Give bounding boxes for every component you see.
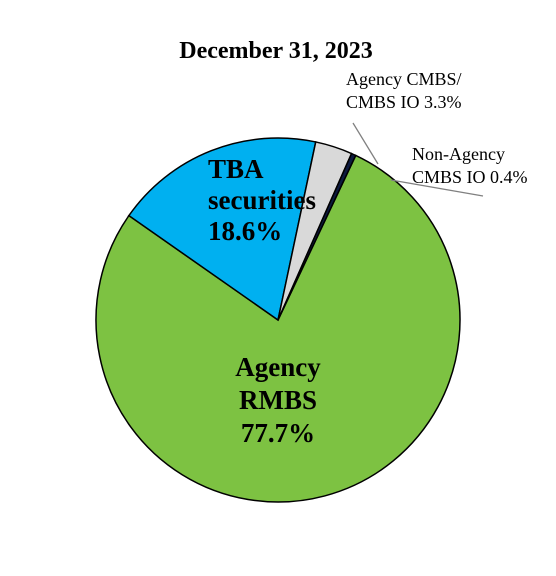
pie-slices	[95, 137, 461, 503]
slice-label-0-line-1: RMBS	[239, 385, 317, 415]
pie-slice-0	[95, 154, 461, 503]
slice-label-1-line-1: securities	[208, 185, 316, 215]
leader-lines	[352, 122, 484, 197]
leader-line-2	[352, 122, 379, 165]
slice-label-3-line-0: Non-Agency	[412, 144, 505, 164]
pie-slice-3	[277, 152, 357, 321]
slice-label-2-line-0: Agency CMBS/	[346, 69, 462, 89]
slice-label-3-line-1: CMBS IO 0.4%	[412, 167, 528, 187]
chart-title: December 31, 2023	[179, 38, 373, 64]
slice-label-0-line-0: Agency	[235, 352, 321, 382]
slice-label-2-line-1: CMBS IO 3.3%	[346, 92, 462, 112]
slice-label-1-line-2: 18.6%	[208, 216, 282, 246]
slice-label-1-line-0: TBA	[208, 154, 264, 184]
leader-line-3	[390, 179, 484, 197]
pie-slice-1	[127, 137, 317, 322]
slice-label-0-line-2: 77.7%	[241, 418, 315, 448]
